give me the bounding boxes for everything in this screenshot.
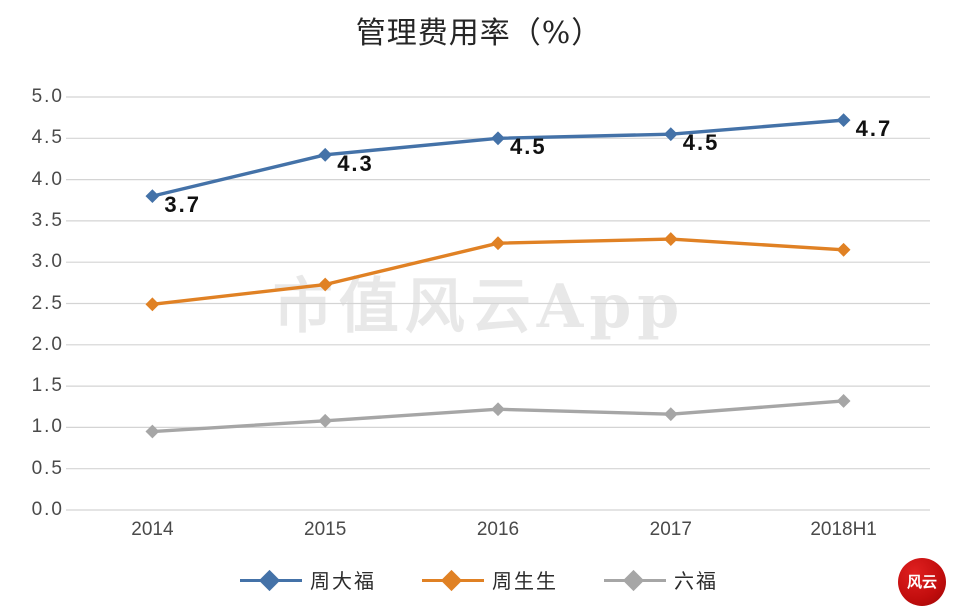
y-axis-tick-label: 1.5 — [31, 375, 64, 397]
y-axis-tick-label: 3.5 — [31, 209, 64, 231]
y-axis-labels: 5.0 4.5 4.0 3.5 3.0 2.5 2.0 1.5 1.0 0.5 0.0 — [8, 0, 64, 614]
y-axis-tick-label: 1.0 — [31, 416, 64, 438]
data-point-marker — [836, 242, 851, 257]
y-axis-tick-label: 2.5 — [31, 292, 64, 314]
y-axis-tick-label: 4.0 — [31, 168, 64, 190]
y-axis-tick-label: 5.0 — [31, 86, 64, 107]
data-point-marker — [663, 232, 678, 246]
y-axis-tick-label: 4.5 — [31, 127, 64, 149]
data-point-marker — [663, 407, 678, 422]
x-axis-tick-label: 2017 — [649, 519, 692, 540]
x-axis-tick-label: 2018H1 — [810, 519, 877, 540]
legend-label: 周大福 — [310, 569, 376, 593]
data-point-label: 4.3 — [337, 150, 374, 176]
data-point-marker — [663, 127, 678, 142]
y-axis-tick-label: 0.5 — [31, 457, 64, 479]
data-point-label: 4.7 — [855, 116, 893, 142]
chart-title: 管理费用率（%） — [355, 16, 603, 51]
data-point-marker — [836, 113, 851, 128]
data-point-label: 3.7 — [164, 192, 201, 218]
y-axis-tick-label: 3.0 — [31, 251, 64, 273]
logo-line-1: 风 — [906, 572, 922, 591]
y-axis-tick-label: 0.0 — [31, 499, 64, 520]
legend-swatch-icon — [422, 569, 484, 591]
legend-item-0[interactable]: 周大福 — [240, 565, 376, 594]
data-point-marker — [145, 424, 160, 439]
legend-marker-icon — [258, 569, 281, 591]
x-axis-tick-label: 2015 — [304, 519, 347, 540]
legend-marker-icon — [622, 569, 645, 591]
legend-label: 六福 — [674, 569, 718, 593]
legend-marker-icon — [440, 569, 463, 591]
legend-item-1[interactable]: 周生生 — [422, 565, 558, 594]
data-point-marker — [491, 402, 505, 417]
data-point-marker — [145, 297, 160, 312]
brand-logo: 风 云 — [898, 558, 946, 606]
x-axis-tick-label: 2014 — [131, 519, 174, 540]
legend-swatch-icon — [604, 569, 666, 591]
data-point-marker — [836, 394, 851, 408]
data-point-label: 4.5 — [682, 130, 720, 156]
data-point-marker — [491, 131, 505, 146]
logo-line-2: 云 — [922, 572, 938, 591]
legend-item-2[interactable]: 六福 — [604, 565, 718, 594]
data-point-marker — [145, 189, 160, 204]
data-point-marker — [318, 147, 333, 162]
legend-swatch-icon — [240, 569, 302, 591]
data-point-marker — [491, 236, 505, 251]
data-point-marker — [318, 277, 333, 292]
x-axis-tick-label: 2016 — [476, 519, 520, 540]
data-point-label: 4.5 — [510, 134, 547, 160]
y-axis-tick-label: 2.0 — [31, 333, 64, 355]
data-point-marker — [318, 413, 333, 428]
chart-legend: 周大福 周生生 六福 — [0, 565, 958, 594]
legend-label: 周生生 — [492, 569, 558, 593]
